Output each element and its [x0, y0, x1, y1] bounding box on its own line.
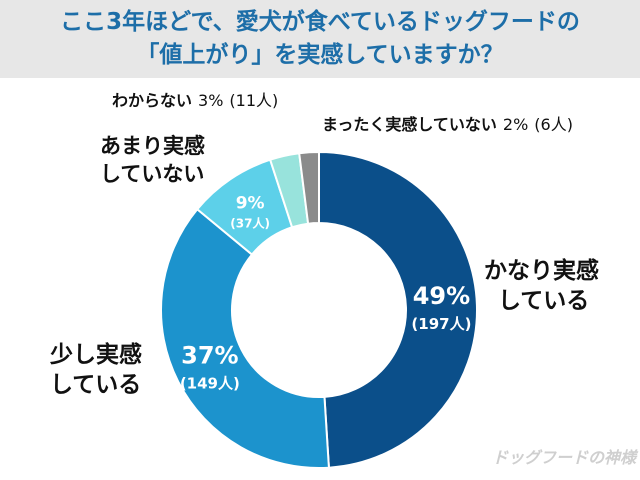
label-a-little-line1: 少し実感: [50, 342, 142, 368]
inner-value-labels: 49% (197人) 37% (149人) 9% (37人): [180, 194, 472, 393]
slice-not-at-all: [298, 150, 320, 225]
label-very-much: かなり実感 している: [484, 256, 599, 316]
label-a-little-line2: している: [50, 372, 142, 398]
chart-title-line-2: 「値上がり」を実感していますか？: [136, 42, 504, 68]
value-count-a-little: (149人): [180, 375, 240, 393]
value-percent-not-much: 9%: [236, 194, 265, 214]
chart-title-line-1: ここ3年ほどで、愛犬が食べているドッグフードの: [60, 9, 580, 35]
watermark-logo: ドッグフードの神様: [492, 448, 637, 467]
label-very-much-line1: かなり実感: [484, 258, 599, 284]
label-a-little: 少し実感 している: [50, 340, 142, 400]
label-not-much-line2: していない: [100, 162, 205, 186]
label-not-much: あまり実感 していない: [100, 132, 205, 188]
slice-a-little: [160, 207, 330, 469]
label-dont-know-text: わからない: [112, 91, 193, 110]
value-percent-very-much: 49%: [413, 282, 470, 310]
value-count-very-much: (197人): [411, 315, 471, 333]
label-not-at-all-percent: 2%: [502, 115, 529, 134]
value-percent-a-little: 37%: [181, 342, 238, 370]
slice-very-much: [318, 150, 478, 469]
label-very-much-line2: している: [498, 288, 590, 314]
label-dont-know-percent: 3%: [198, 91, 224, 110]
donut-slices: [160, 150, 478, 469]
value-count-not-much: (37人): [230, 216, 270, 231]
label-not-at-all-count: (6人): [534, 115, 573, 134]
label-not-much-line1: あまり実感: [100, 134, 205, 158]
label-dont-know-count: (11人): [229, 91, 279, 110]
label-dont-know: わからない 3% (11人): [112, 90, 278, 112]
title-band: ここ3年ほどで、愛犬が食べているドッグフードの 「値上がり」を実感していますか？: [0, 0, 640, 78]
label-not-at-all-text: まったく実感していない: [322, 115, 497, 134]
label-not-at-all: まったく実感していない 2% (6人): [322, 114, 573, 136]
